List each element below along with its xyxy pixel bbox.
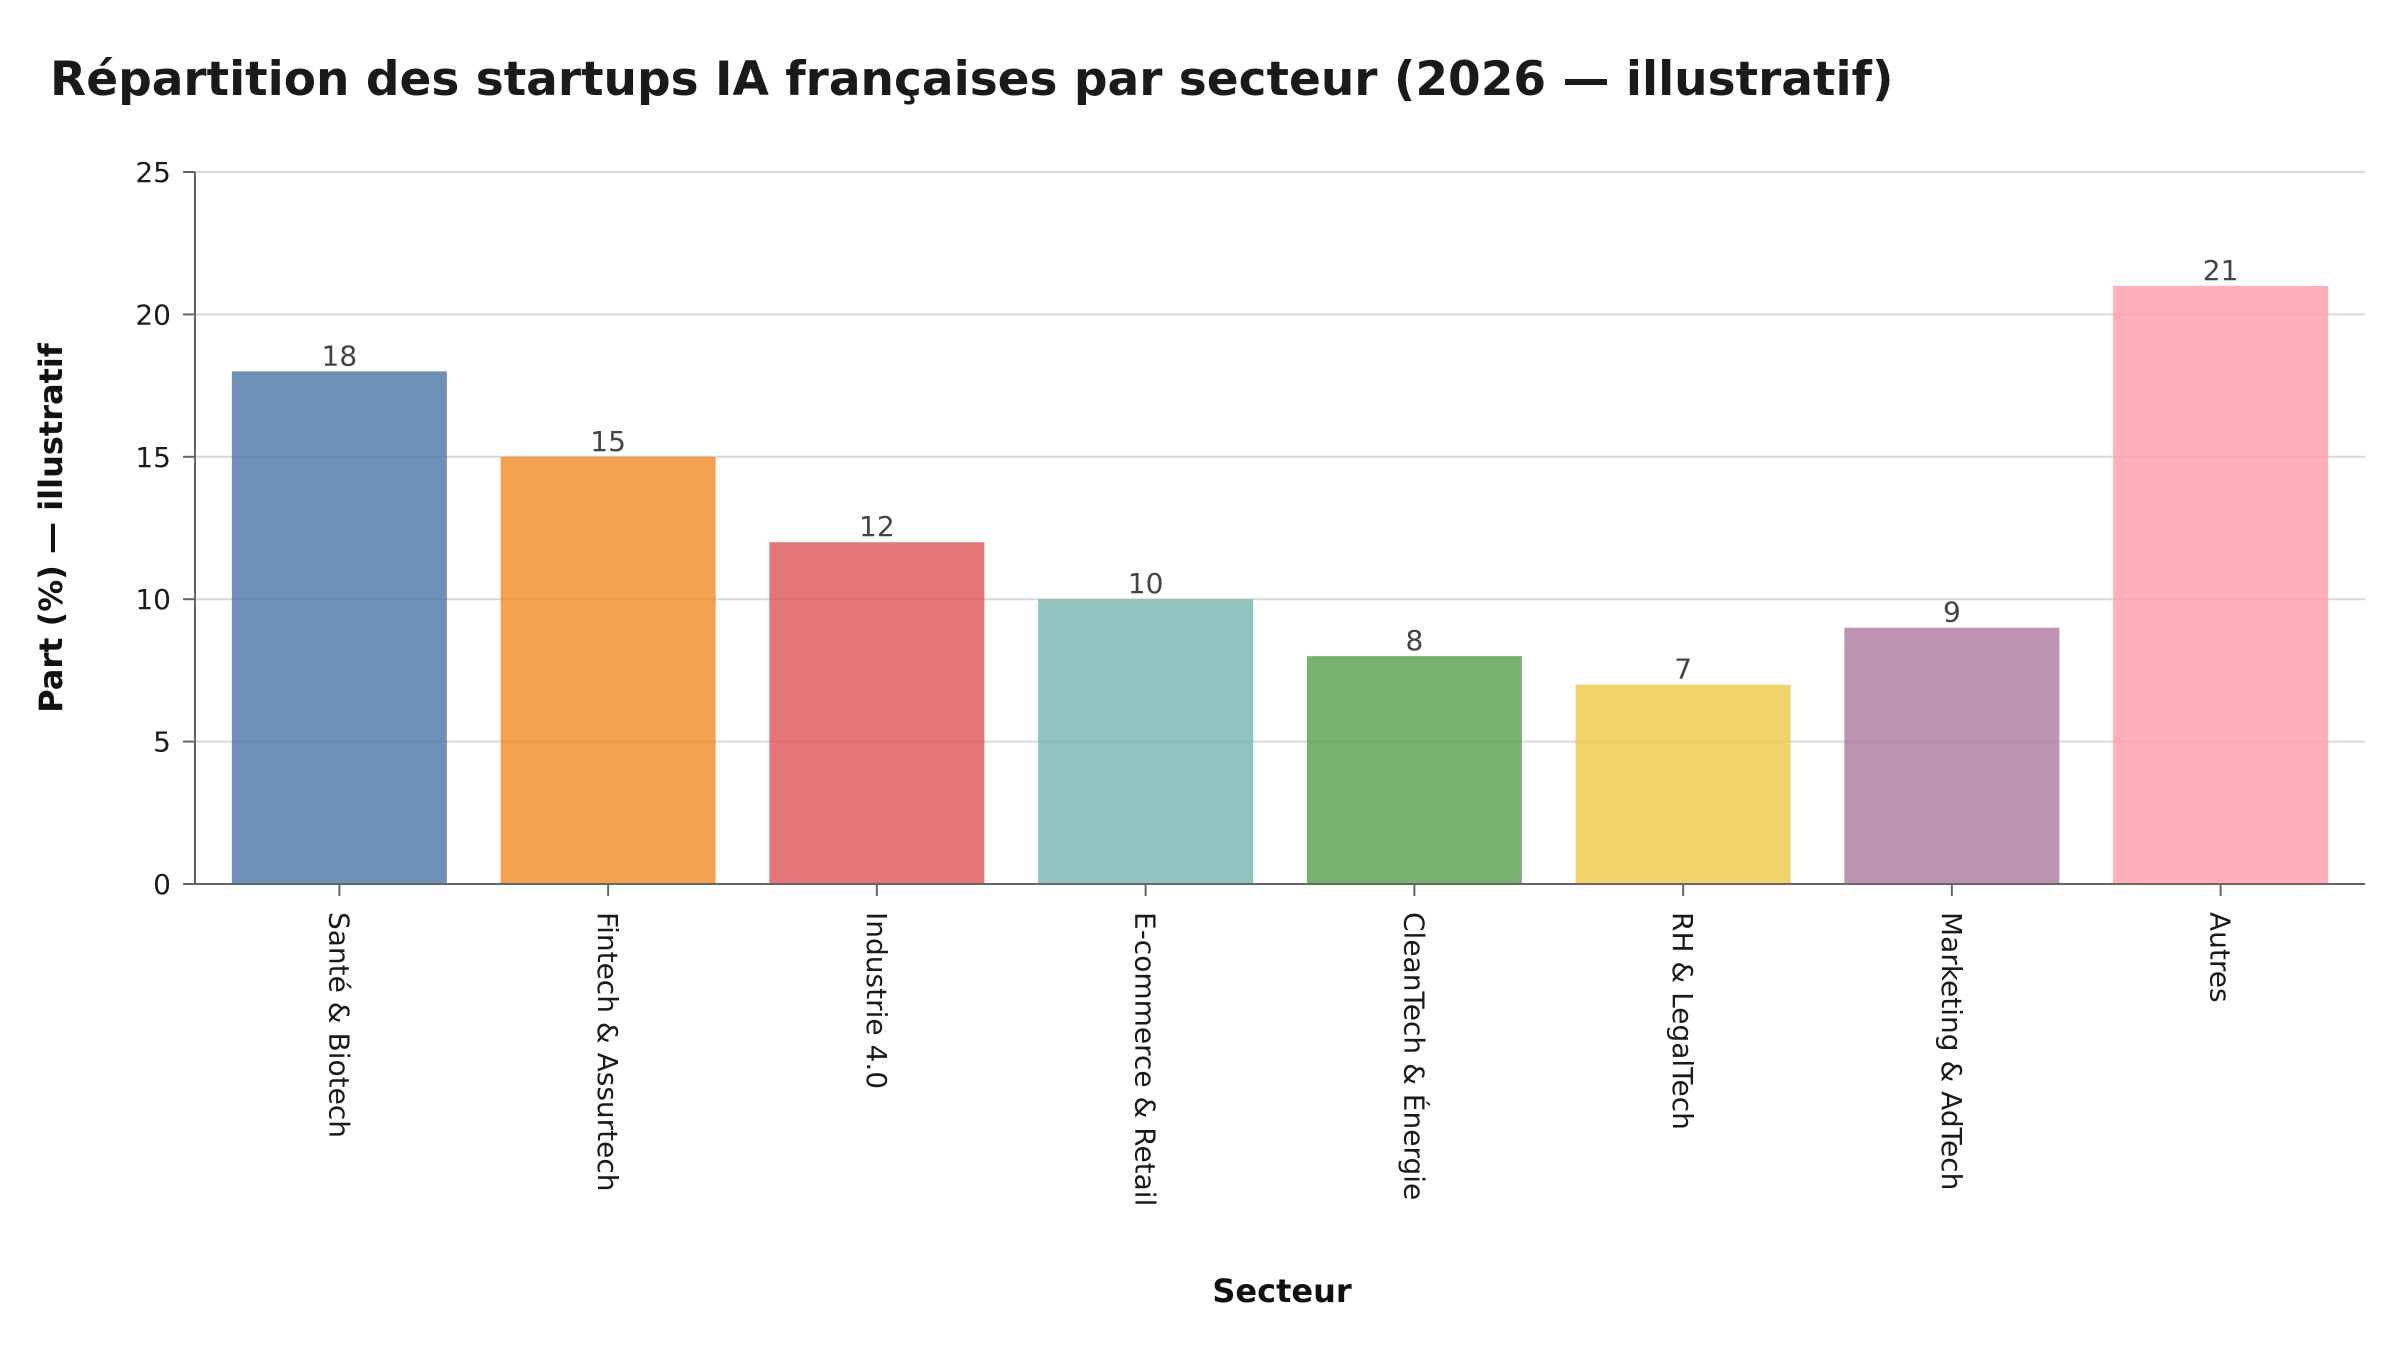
bar [769,542,985,884]
y-tick-label: 15 [135,441,171,474]
bar-value-label: 10 [1128,567,1164,600]
x-tick-label: Fintech & Assurtech [591,912,624,1192]
x-axis-label: Secteur [1212,1272,1352,1310]
bar-value-label: 21 [2203,254,2239,287]
bar [1575,684,1791,884]
x-tick-label: Santé & Biotech [322,912,355,1138]
x-tick-label: Marketing & AdTech [1935,912,1968,1190]
y-tick-label: 25 [135,156,171,189]
bar [231,371,447,884]
bar-value-label: 9 [1943,596,1961,629]
bar [1844,627,2060,884]
bar [2113,285,2329,884]
x-tick-label: Autres [2204,912,2237,1003]
y-tick-label: 5 [153,726,171,759]
bar [500,456,716,884]
bar-value-label: 12 [859,510,895,543]
y-axis-label: Part (%) — illustratif [32,342,70,713]
bar [1038,599,1254,884]
bar-value-label: 15 [590,425,626,458]
bar [1306,656,1522,884]
bar-value-label: 7 [1674,653,1692,686]
axes: 0 5 10 15 20 25 Santé & Biotech Fintech & Assur… [135,156,2365,1206]
x-tick-label: Industrie 4.0 [860,912,893,1089]
x-tick-label: CleanTech & Énergie [1397,912,1431,1200]
x-tick-label: E-commerce & Retail [1129,912,1162,1206]
y-tick-label: 0 [153,868,171,901]
x-tick-label: RH & LegalTech [1666,912,1699,1130]
chart-title: Répartition des startups IA françaises p… [50,52,1894,107]
y-tick-label: 20 [135,298,171,331]
bars: 18 15 12 10 8 7 9 21 [231,254,2329,884]
bar-value-label: 8 [1405,624,1423,657]
y-tick-label: 10 [135,583,171,616]
bar-value-label: 18 [322,339,358,372]
